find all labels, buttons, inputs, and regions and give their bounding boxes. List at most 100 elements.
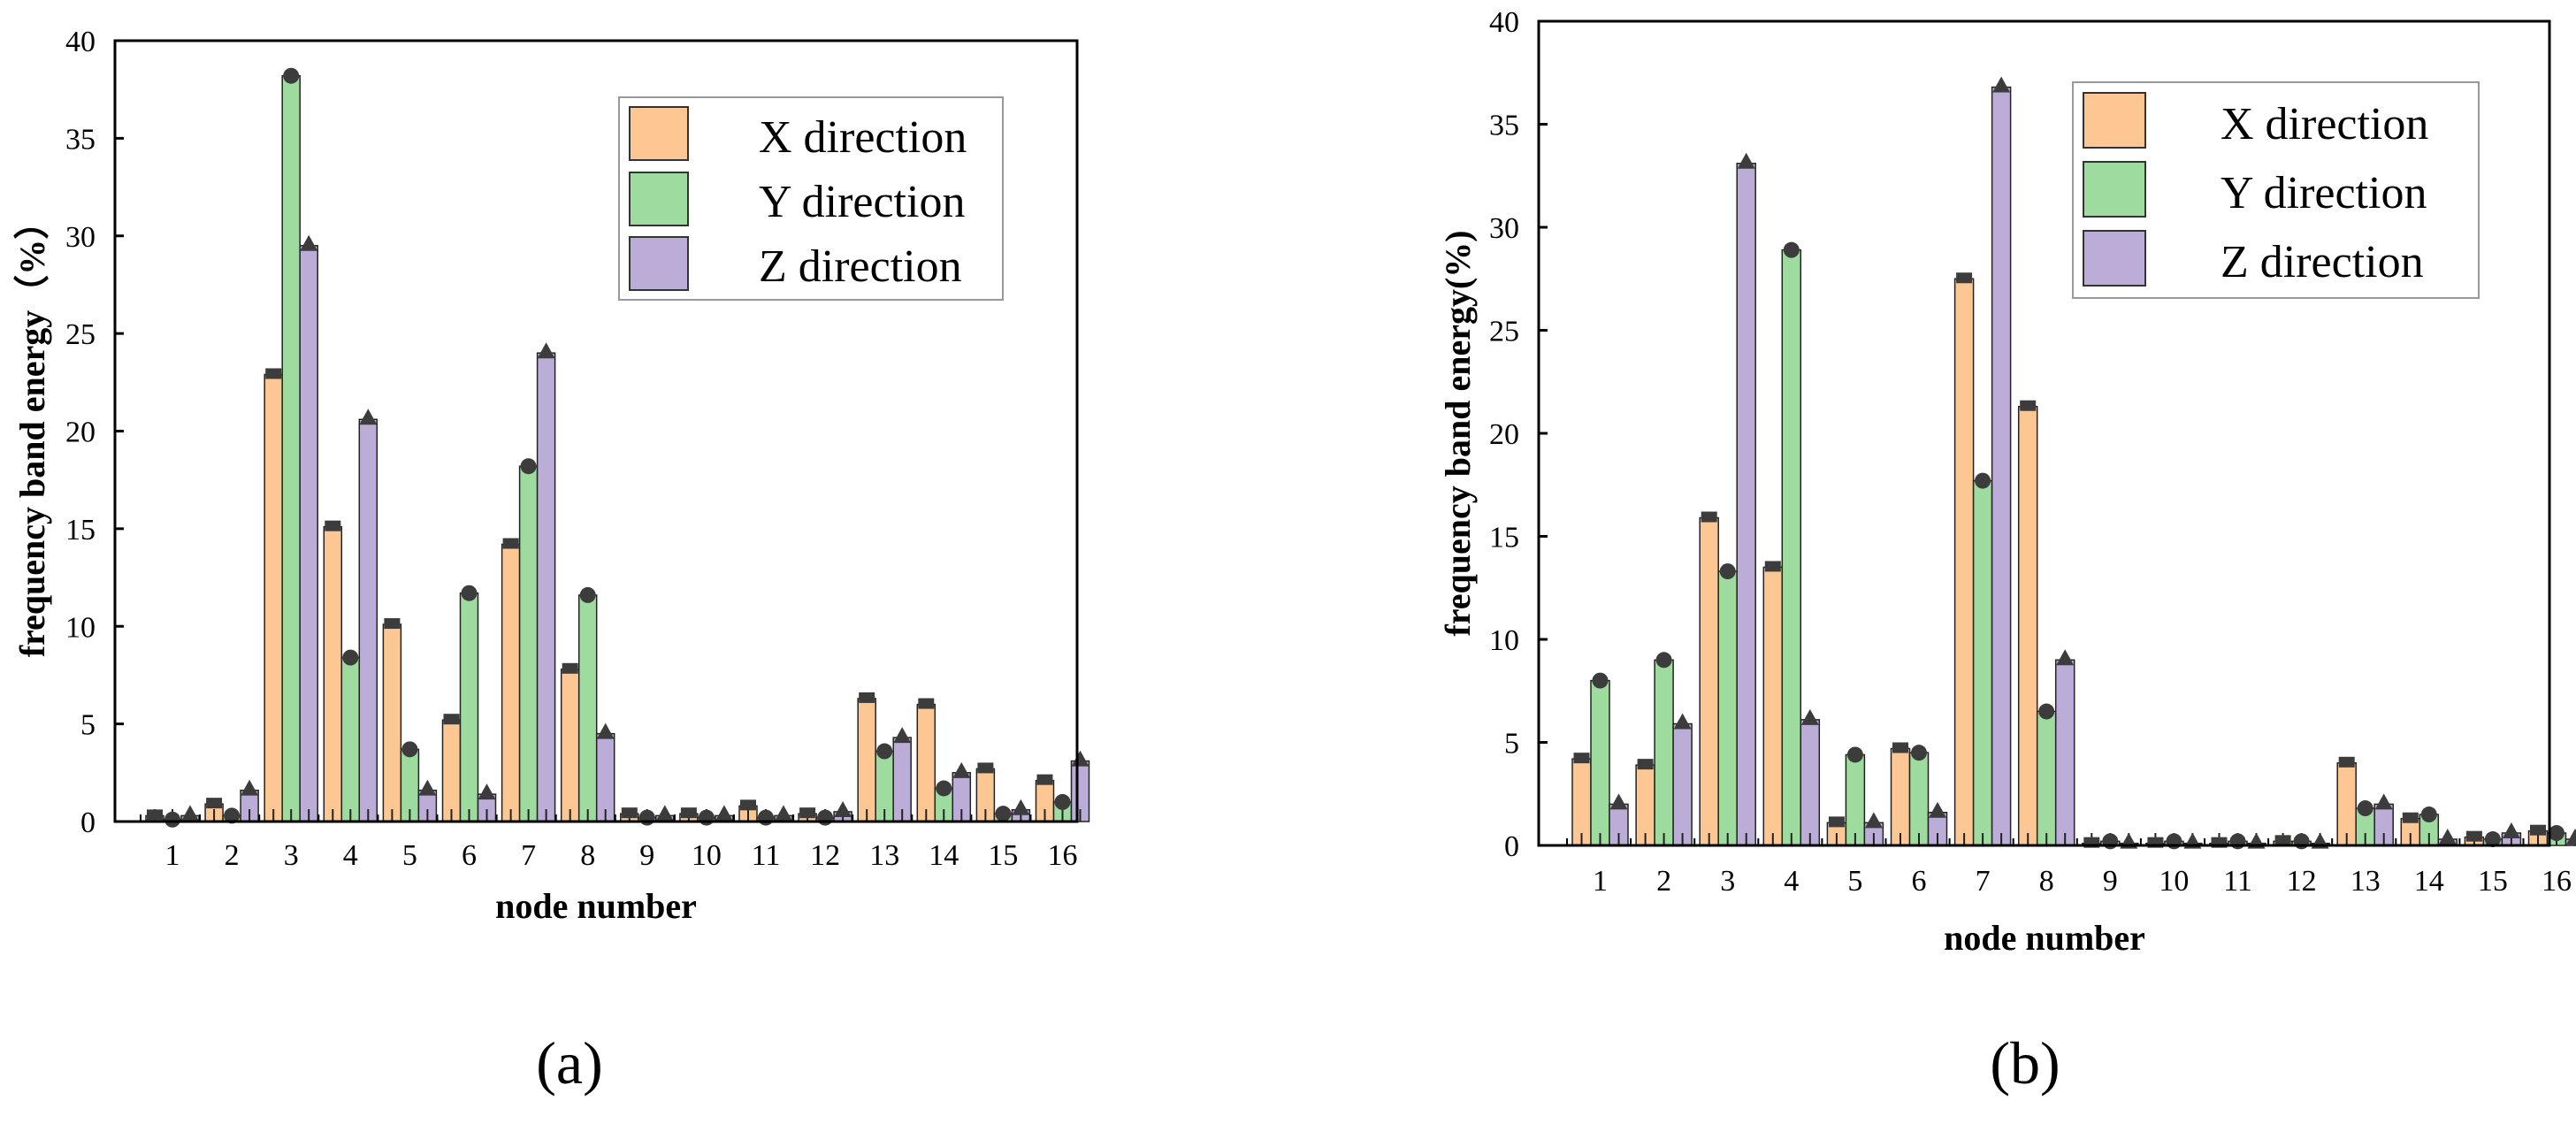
y-tick-label: 10	[65, 611, 96, 644]
bar-y-node-2	[1654, 659, 1674, 846]
marker-triangle	[596, 722, 615, 739]
marker-triangle	[537, 342, 555, 359]
bar-z-node-7	[1991, 86, 2012, 846]
marker-square	[502, 538, 519, 549]
marker-circle	[817, 809, 834, 826]
bar-y-node-3	[281, 74, 301, 822]
bar-y-node-5	[1845, 753, 1866, 846]
marker-circle	[2420, 806, 2437, 823]
bar-z-node-7	[536, 352, 556, 822]
legend-label-x: X direction	[759, 112, 967, 163]
bar-z-node-8	[595, 732, 615, 822]
y-tick-label: 40	[65, 26, 96, 58]
x-tick-label: 15	[988, 839, 1018, 872]
marker-square	[384, 618, 401, 630]
marker-triangle	[1800, 708, 1819, 725]
y-tick-label: 0	[80, 806, 96, 839]
legend: X direction Y direction Z direction	[618, 96, 1004, 301]
legend-label-z: Z direction	[2221, 237, 2424, 287]
y-tick-label: 40	[1489, 6, 1519, 39]
marker-triangle	[2056, 649, 2075, 666]
bar-x-node-6	[441, 719, 462, 822]
bar-z-node-2	[1672, 722, 1693, 846]
y-tick-label: 5	[1504, 728, 1519, 761]
marker-circle	[1592, 672, 1609, 689]
marker-circle	[520, 458, 537, 475]
x-tick-label: 10	[2159, 865, 2189, 898]
marker-triangle	[181, 805, 199, 822]
x-tick-label: 1	[1593, 865, 1608, 898]
y-axis-label: frequency band energy（%）	[12, 204, 52, 658]
bar-z-node-13	[892, 737, 912, 822]
bar-x-node-5	[382, 623, 402, 822]
marker-square	[2338, 756, 2355, 768]
marker-triangle	[1071, 750, 1089, 767]
marker-circle	[461, 585, 478, 601]
x-tick-label: 3	[1720, 865, 1735, 898]
y-axis-label: frequency band energy(%)	[1438, 230, 1478, 636]
bar-z-node-4	[358, 418, 378, 822]
bar-x-node-3	[1699, 516, 1719, 846]
bar-y-node-1	[1590, 679, 1610, 846]
y-tick-label: 25	[1489, 316, 1519, 348]
legend: X direction Y direction Z direction	[2072, 81, 2480, 299]
marker-triangle	[1864, 812, 1883, 829]
marker-square	[1956, 272, 1973, 284]
bar-x-node-14	[916, 703, 936, 822]
marker-circle	[401, 741, 418, 758]
legend-label-x: X direction	[2221, 99, 2428, 149]
x-tick-label: 14	[2414, 865, 2444, 898]
x-tick-label: 12	[810, 839, 840, 872]
x-tick-label: 5	[402, 839, 417, 872]
x-axis-label: node number	[495, 886, 697, 926]
marker-circle	[995, 806, 1012, 822]
legend-swatch-y	[629, 172, 689, 226]
x-tick-label: 5	[1847, 865, 1862, 898]
marker-square	[562, 662, 578, 674]
bar-x-node-13	[857, 698, 876, 822]
y-tick-label: 15	[1489, 522, 1519, 554]
marker-square	[2274, 835, 2291, 846]
bar-y-node-7	[1972, 479, 1993, 846]
panel-label-a: (a)	[536, 1029, 602, 1097]
marker-circle	[1975, 472, 1991, 489]
legend-swatch-z	[629, 236, 689, 291]
marker-square	[2402, 812, 2419, 823]
x-tick-label: 9	[639, 839, 654, 872]
x-tick-label: 15	[2478, 865, 2508, 898]
y-tick-label: 10	[1489, 624, 1519, 657]
marker-circle	[1783, 241, 1800, 258]
bar-x-node-1	[1571, 758, 1592, 846]
marker-circle	[936, 780, 952, 797]
y-tick-label: 30	[1489, 212, 1519, 245]
marker-triangle	[418, 779, 437, 796]
marker-square	[1573, 753, 1590, 764]
x-tick-label: 11	[2223, 865, 2252, 898]
bar-z-node-8	[2054, 659, 2075, 846]
x-tick-label: 11	[752, 839, 781, 872]
x-tick-label: 4	[343, 839, 358, 872]
x-tick-label: 2	[225, 839, 240, 872]
legend-label-y: Y direction	[759, 177, 965, 227]
marker-triangle	[1737, 152, 1755, 169]
y-tick-label: 0	[1504, 830, 1519, 863]
x-tick-label: 14	[929, 839, 959, 872]
y-tick-label: 35	[65, 123, 96, 156]
marker-triangle	[359, 409, 378, 425]
marker-square	[2530, 824, 2546, 836]
y-tick-label: 20	[65, 417, 96, 449]
marker-triangle	[478, 784, 496, 800]
bar-x-node-3	[264, 373, 283, 822]
marker-square	[621, 807, 638, 819]
legend-swatch-y	[2083, 161, 2146, 218]
y-tick-label: 30	[65, 221, 96, 254]
marker-square	[680, 807, 697, 819]
marker-square	[799, 807, 816, 819]
marker-triangle	[1609, 793, 1628, 810]
y-tick-label: 20	[1489, 418, 1519, 451]
marker-circle	[2038, 703, 2055, 720]
bar-x-node-4	[323, 525, 343, 822]
marker-circle	[283, 67, 300, 84]
marker-square	[2020, 400, 2037, 411]
